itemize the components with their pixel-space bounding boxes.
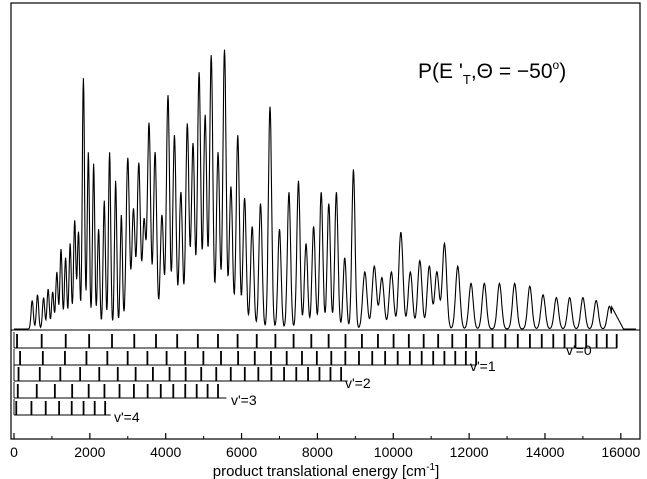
x-label-main: product translational energy [cm xyxy=(213,463,426,479)
x-tick-label: 0 xyxy=(10,444,18,460)
title-subscript-t: T xyxy=(463,72,471,87)
x-axis-ticks: 0 2000 4000 6000 8000 10000 12000 14000 16000 xyxy=(10,433,641,460)
plot-frame xyxy=(10,2,641,440)
x-tick-label: 8000 xyxy=(302,444,333,460)
progression-label: v'=3 xyxy=(231,392,257,408)
x-tick-label: 6000 xyxy=(226,444,257,460)
spectrum-line xyxy=(14,49,636,330)
x-tick-label: 16000 xyxy=(601,444,640,460)
title-close: ) xyxy=(559,60,566,83)
x-tick-label: 12000 xyxy=(450,444,489,460)
x-axis-label: product translational energy [cm-1] xyxy=(213,462,440,479)
x-tick-label: 10000 xyxy=(374,444,413,460)
x-label-close: ] xyxy=(435,463,439,479)
x-tick-label: 2000 xyxy=(74,444,105,460)
title-degree: o xyxy=(553,58,560,72)
spectrum-trace-group xyxy=(14,49,636,330)
progression-combs: v'=0 v'=1 v'=2 v'=3 v'=4 xyxy=(13,332,618,425)
x-tick-label: 4000 xyxy=(150,444,181,460)
chart-title: P(E 'T,Θ = −50o) xyxy=(418,58,566,87)
progression-label: v'=2 xyxy=(345,375,371,391)
progression-label: v'=1 xyxy=(470,358,496,374)
x-tick-label: 14000 xyxy=(526,444,565,460)
title-part-p: P(E ' xyxy=(418,60,463,83)
title-part-theta: ,Θ = −50 xyxy=(471,60,553,83)
x-label-exponent: -1 xyxy=(426,462,435,473)
progression-label: v'=4 xyxy=(114,409,140,425)
progression-label: v'=0 xyxy=(566,342,592,358)
